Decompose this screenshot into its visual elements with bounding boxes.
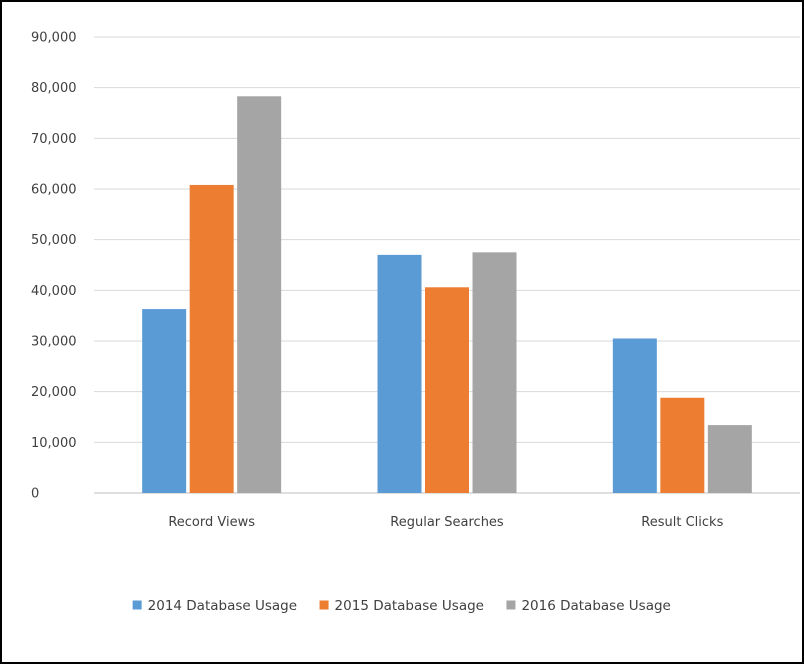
- x-tick-label: Regular Searches: [390, 515, 504, 530]
- bar: [612, 338, 657, 493]
- legend: 2014 Database Usage 2015 Database Usage 20…: [132, 598, 671, 614]
- bar: [707, 425, 752, 493]
- bar: [425, 287, 469, 493]
- y-axis: 0 10,000 20,000 30,000 40,000 50,000 60,000 70,…: [31, 31, 77, 502]
- legend-label: 2015 Database Usage: [335, 598, 484, 614]
- bars: [142, 96, 752, 494]
- y-tick-label: 40,000: [31, 284, 77, 299]
- legend-swatch: [132, 600, 142, 610]
- y-tick-label: 50,000: [31, 233, 77, 248]
- bar: [660, 397, 705, 493]
- bar: [142, 309, 187, 493]
- y-tick-label: 80,000: [31, 81, 77, 96]
- legend-label: 2016 Database Usage: [521, 598, 670, 614]
- y-tick-label: 0: [31, 487, 39, 502]
- legend-swatch: [319, 600, 329, 610]
- y-tick-label: 20,000: [31, 385, 77, 400]
- bar: [377, 254, 422, 493]
- x-axis: Record Views Regular Searches Result Click…: [168, 515, 723, 530]
- y-tick-label: 10,000: [31, 436, 77, 451]
- legend-label: 2014 Database Usage: [148, 598, 297, 614]
- x-tick-label: Record Views: [168, 515, 255, 530]
- x-tick-label: Result Clicks: [641, 515, 723, 530]
- bar: [189, 184, 234, 494]
- legend-swatch: [506, 600, 516, 610]
- bar: [472, 252, 517, 493]
- y-tick-label: 70,000: [31, 132, 77, 147]
- y-tick-label: 90,000: [31, 31, 77, 46]
- bar: [237, 96, 282, 493]
- y-tick-label: 30,000: [31, 335, 77, 350]
- y-tick-label: 60,000: [31, 183, 77, 198]
